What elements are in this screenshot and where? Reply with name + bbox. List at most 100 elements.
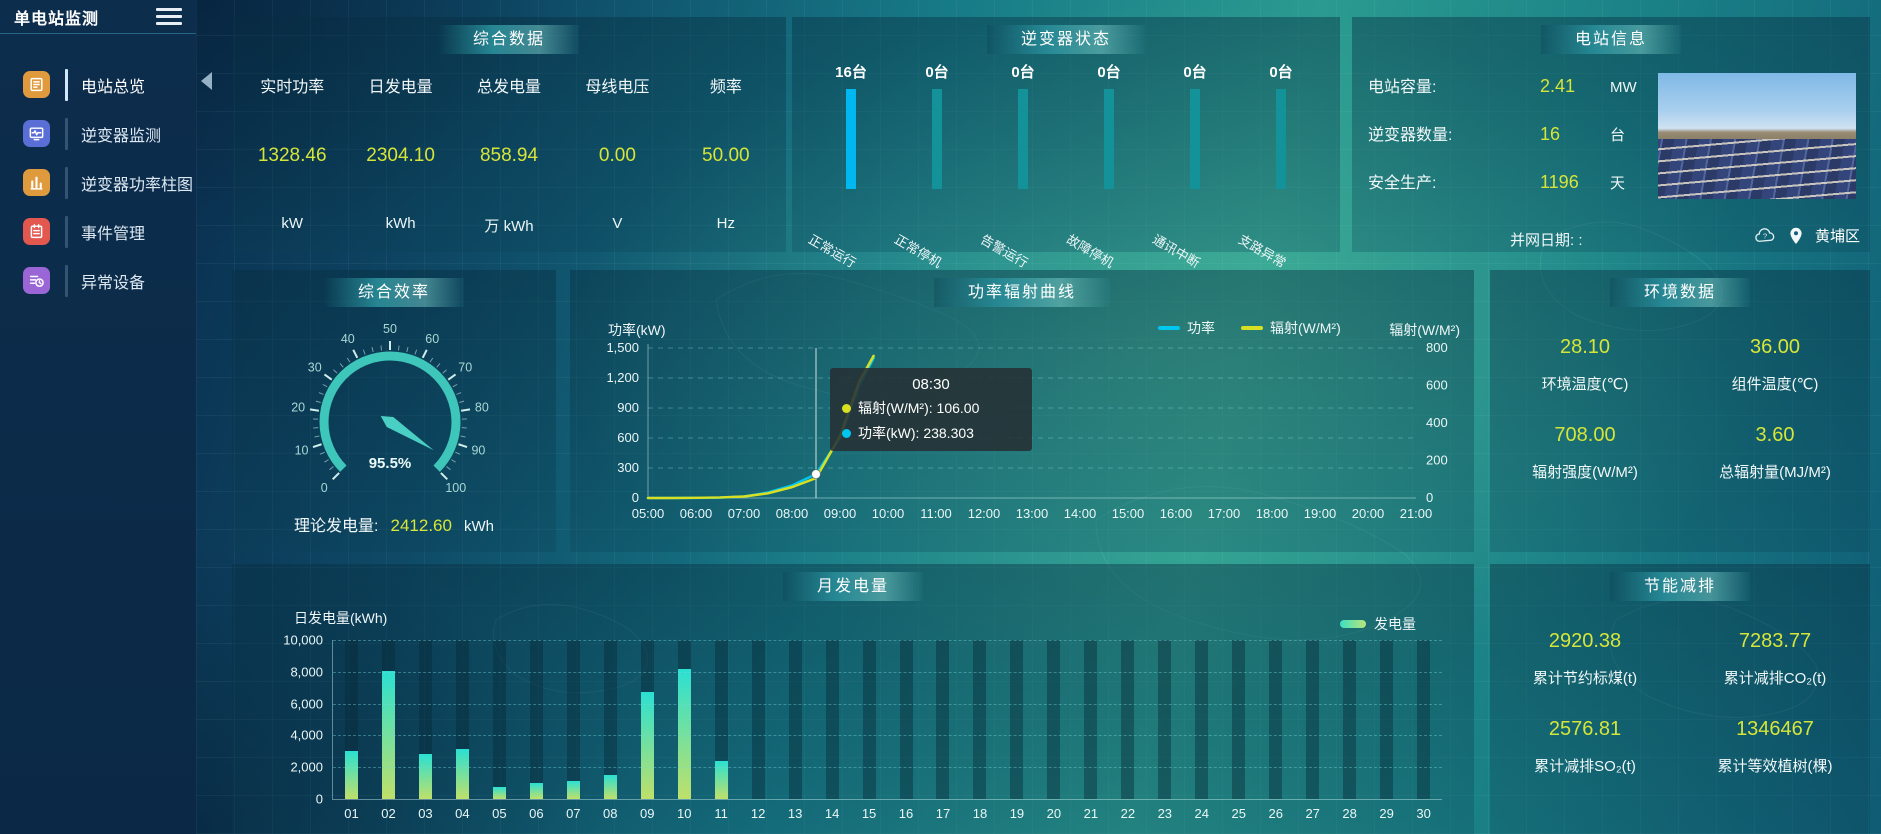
station-info-panel-title: 电站信息 [1540, 25, 1682, 54]
sidebar-collapse-arrow[interactable] [201, 72, 212, 90]
generation-bar[interactable] [418, 754, 432, 799]
generation-bar[interactable] [381, 671, 395, 799]
svg-text:?: ? [1763, 232, 1767, 241]
generation-bar[interactable] [640, 692, 654, 799]
generation-bar[interactable] [529, 783, 543, 799]
bar-slot: 24 [1183, 640, 1220, 821]
right-axis-name: 辐射(W/M²) [1389, 322, 1460, 338]
svg-text:600: 600 [1426, 378, 1448, 393]
summary-panel-title: 综合数据 [438, 25, 580, 54]
legend-item-power[interactable]: 功率 [1158, 318, 1215, 338]
svg-text:05:00: 05:00 [632, 506, 665, 521]
generation-bar[interactable] [677, 669, 691, 799]
generation-bar[interactable] [492, 786, 506, 799]
svg-text:21:00: 21:00 [1400, 506, 1433, 521]
environment-panel: 环境数据 28.10 环境温度(℃) 36.00 组件温度(℃) 708.00 辐射强度(… [1490, 270, 1870, 552]
summary-metric: 总发电量 858.94 万 kWh [455, 73, 563, 236]
metric-value: 1328.46 [257, 145, 327, 166]
inverter-status-bar[interactable] [932, 89, 942, 189]
background-pillar [603, 640, 617, 799]
metric-unit: 万 kWh [484, 218, 534, 235]
x-tick-label: 04 [455, 806, 470, 821]
sidebar-item-3[interactable]: 逆变器功率柱图 [0, 158, 196, 207]
legend-item-radiation[interactable]: 辐射(W/M²) [1241, 318, 1341, 338]
summary-metric: 实时功率 1328.46 kW [238, 73, 346, 236]
background-pillar [1158, 640, 1172, 799]
monthly-bar-chart[interactable]: 01 02 03 04 05 06 07 08 09 10 11 12 13 14 15 16 17 18 19 20… [283, 633, 1442, 821]
inverter-status-label: 正常停机 [892, 231, 945, 271]
station-info-row: 电站容量: 2.41 MW [1368, 73, 1637, 97]
gridline [333, 735, 1442, 737]
bar-slot: 11 [703, 640, 740, 821]
theoretical-generation-unit: kWh [463, 518, 494, 535]
x-tick-label: 08 [603, 806, 618, 821]
generation-bar[interactable] [714, 761, 728, 799]
summary-panel: 综合数据 实时功率 1328.46 kW 日发电量 2304.10 kWh 总发电量 858.… [232, 17, 786, 252]
background-pillar [1084, 640, 1098, 799]
x-tick-label: 09 [640, 806, 655, 821]
weather-cloud-icon[interactable]: ? [1754, 227, 1777, 244]
bar-slot: 26 [1257, 640, 1294, 821]
metric-label: 总辐射量(MJ/M²) [1719, 464, 1831, 481]
power-radiation-chart[interactable]: 0 300 600 900 1,200 1,500 0 200 400 600 800 05:00 06… [570, 270, 1474, 552]
efficiency-gauge[interactable]: 0 10 20 30 40 50 60 70 80 90 100 95.5% [232, 310, 556, 502]
inverter-status-bar[interactable] [1276, 89, 1286, 189]
x-tick-label: 01 [344, 806, 359, 821]
svg-text:15:00: 15:00 [1112, 506, 1145, 521]
menu-item-accent-bar [65, 117, 68, 150]
sidebar-item-4[interactable]: 事件管理 [0, 207, 196, 256]
background-pillar [1269, 640, 1283, 799]
generation-bar[interactable] [455, 749, 469, 799]
monthly-axis-name: 日发电量(kWh) [294, 610, 388, 626]
bar-slot: 22 [1109, 640, 1146, 821]
inverter-status-bar[interactable] [1190, 89, 1200, 189]
inverter-status-bar[interactable] [846, 89, 856, 189]
x-tick-label: 19 [1009, 806, 1025, 821]
gauge-tick-label: 80 [475, 400, 489, 414]
metric-value: 50.00 [702, 145, 750, 166]
monthly-legend[interactable]: 发电量 [1340, 614, 1416, 634]
inverter-status-panel: 逆变器状态 16台 正常运行 0台 正常停机 0台 告警运行 0台 故障停机 0台 通讯中断 0台支… [792, 17, 1340, 271]
background-pillar [1195, 640, 1209, 799]
event-management-icon [23, 218, 50, 245]
generation-bar[interactable] [344, 750, 358, 799]
inverter-status-bar[interactable] [1104, 89, 1114, 189]
hamburger-menu-icon[interactable] [156, 8, 182, 25]
metric-value: 0.00 [598, 145, 636, 166]
station-info-panel: 电站信息 电站容量: 2.41 MW 逆变器数量: 16 台安全生产: 1196 天 并网日期… [1352, 17, 1870, 252]
generation-bar[interactable] [603, 774, 617, 799]
gridline [333, 703, 1442, 705]
background-pillar [1121, 640, 1135, 799]
inverter-count: 0台 [1097, 64, 1121, 81]
svg-text:19:00: 19:00 [1304, 506, 1337, 521]
sidebar: 单电站监测 电站总览 逆变器监测 逆变器功率柱图 事件管理 异常设备 [0, 0, 196, 834]
district-label[interactable]: 黄埔区 [1814, 228, 1860, 245]
x-tick-label: 02 [381, 806, 396, 821]
efficiency-panel: 综合效率 0 10 20 30 40 50 60 70 80 90 100 95.5% 理论发电量: … [232, 270, 556, 552]
inverter-status-label: 通讯中断 [1150, 231, 1203, 271]
grid-connection-date-row: 并网日期: : [1510, 229, 1583, 250]
gauge-value: 95.5% [369, 455, 412, 472]
bar-slot: 23 [1146, 640, 1183, 821]
monthly-generation-panel-title: 月发电量 [782, 572, 924, 601]
efficiency-panel-title: 综合效率 [323, 278, 465, 307]
gauge-tick-label: 30 [308, 360, 322, 374]
sidebar-item-1[interactable]: 电站总览 [0, 60, 196, 109]
bar-slot: 06 [518, 640, 555, 821]
inverter-status-bar[interactable] [1018, 89, 1028, 189]
curve-legend: 功率 辐射(W/M²) [1158, 318, 1341, 338]
x-tick-label: 30 [1416, 806, 1431, 821]
generation-bar[interactable] [566, 780, 580, 799]
generation-legend-swatch [1340, 620, 1366, 628]
svg-text:20:00: 20:00 [1352, 506, 1385, 521]
sidebar-item-2[interactable]: 逆变器监测 [0, 109, 196, 158]
location-pin-icon[interactable] [1789, 227, 1803, 245]
y-tick-label: 2,000 [290, 759, 323, 775]
metric-label: 累计减排CO₂(t) [1723, 670, 1827, 687]
sidebar-item-5[interactable]: 异常设备 [0, 256, 196, 305]
x-tick-label: 26 [1268, 806, 1283, 821]
station-info-value: 2.41 [1540, 76, 1576, 96]
gauge-tick-label: 60 [425, 332, 439, 346]
inverter-status-chart[interactable]: 16台 正常运行 0台 正常停机 0台 告警运行 0台 故障停机 0台 通讯中断 0台 支路异常 [806, 61, 1324, 271]
metric-label: 实时功率 [260, 79, 325, 96]
